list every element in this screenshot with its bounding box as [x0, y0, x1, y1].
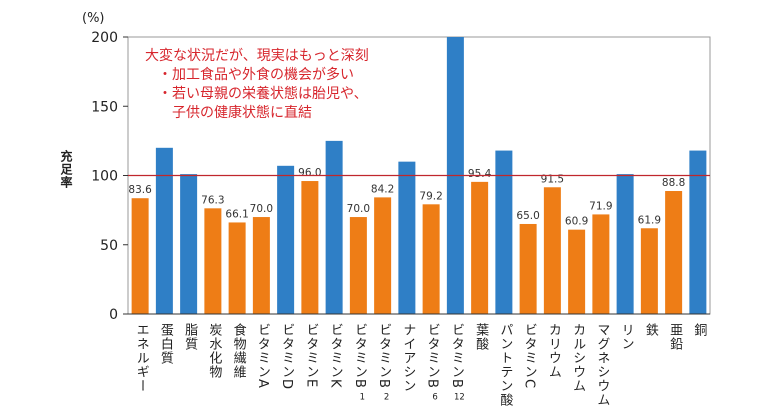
x-tick-label: ビタミンB — [449, 323, 464, 389]
x-tick-label: 銅 — [691, 323, 707, 337]
bar-value-label: 88.8 — [662, 177, 685, 189]
bar-value-label: 65.0 — [516, 210, 539, 222]
bar-value-label: 60.9 — [565, 216, 588, 228]
x-tick-label: 食物繊維 — [231, 322, 247, 379]
x-tick-subscript: 1 — [360, 393, 365, 403]
bar-value-label: 95.4 — [468, 168, 492, 180]
x-tick-label: ビタミンE — [303, 323, 318, 388]
bar-16 — [495, 150, 513, 314]
x-tick-label: ビタミンD — [279, 323, 294, 390]
annotation-line: 子供の健康状態に直結 — [158, 104, 312, 121]
bar-23 — [665, 191, 683, 314]
x-tick-label: ビタミンK — [328, 323, 343, 389]
bar-value-label: 70.0 — [250, 203, 273, 215]
bar-4 — [204, 208, 222, 314]
y-tick-label: 100 — [91, 169, 118, 185]
bar-value-label: 71.9 — [589, 200, 612, 212]
x-tick-label: ビタミンC — [522, 323, 537, 389]
y-tick-label: 50 — [100, 238, 118, 254]
x-tick-label: 炭水化物 — [206, 323, 222, 379]
bar-value-label: 61.9 — [638, 214, 661, 226]
x-tick-subscript: 6 — [432, 393, 437, 403]
y-tick-label: 200 — [91, 30, 118, 46]
x-tick-label: ビタミンB — [425, 323, 440, 389]
x-tick-label: マグネシウム — [594, 323, 610, 407]
bar-18 — [543, 187, 561, 314]
bar-value-label: 70.0 — [347, 203, 370, 215]
bar-value-label: 91.5 — [541, 173, 564, 185]
bar-value-label: 84.2 — [371, 183, 394, 195]
bar-8 — [301, 181, 319, 314]
bar-value-label: 96.0 — [298, 167, 321, 179]
x-tick-label: 葉酸 — [473, 323, 489, 351]
bar-10 — [349, 217, 367, 314]
bar-value-label: 66.1 — [225, 208, 248, 220]
bar-2 — [155, 147, 173, 314]
y-tick-label: 0 — [109, 307, 118, 323]
x-tick-subscript: 2 — [384, 393, 389, 403]
bar-11 — [374, 197, 392, 314]
x-tick-label: 鉄 — [643, 323, 659, 337]
bar-15 — [471, 181, 489, 314]
x-tick-label: パントテン酸 — [497, 323, 513, 407]
bar-1 — [131, 198, 149, 314]
bar-value-label: 83.6 — [128, 184, 152, 196]
y-unit-label: (%) — [82, 11, 105, 26]
x-tick-label: ビタミンB — [376, 323, 391, 389]
x-tick-label: カリウム — [546, 323, 561, 379]
annotation-line: 大変な状況だが、現実はもっと深刻 — [145, 47, 369, 64]
x-tick-label: カルシウム — [570, 323, 585, 393]
bar-9 — [325, 140, 343, 314]
x-tick-label: 脂質 — [182, 323, 198, 351]
bar-22 — [640, 228, 658, 314]
bar-6 — [252, 217, 270, 314]
bar-7 — [277, 165, 295, 314]
x-tick-label: ビタミンB — [352, 323, 367, 389]
bar-24 — [689, 150, 707, 314]
bar-12 — [398, 161, 416, 314]
x-tick-label: 蛋白質 — [158, 323, 174, 365]
bar-20 — [592, 214, 610, 314]
bar-17 — [519, 223, 537, 314]
bar-5 — [228, 222, 246, 314]
y-tick-label: 150 — [91, 99, 118, 115]
x-tick-label: ナイアシン — [400, 323, 415, 393]
bar-21 — [616, 174, 634, 314]
bar-value-label: 79.2 — [419, 190, 442, 202]
annotation-line: ・加工食品や外食の機会が多い — [158, 66, 354, 83]
x-tick-subscript: 12 — [454, 393, 465, 403]
bar-19 — [568, 229, 586, 314]
x-tick-label: ビタミンA — [255, 323, 270, 389]
x-tick-label: 亜鉛 — [667, 323, 683, 351]
x-tick-label: リン — [619, 323, 634, 351]
bar-value-label: 76.3 — [201, 194, 224, 206]
bar-13 — [422, 204, 440, 314]
annotation-line: ・若い母親の栄養状態は胎児や、 — [158, 85, 368, 102]
x-tick-label: エネルギー — [134, 323, 149, 393]
bar-3 — [180, 174, 198, 314]
y-axis-label: 充足率 — [59, 149, 73, 189]
